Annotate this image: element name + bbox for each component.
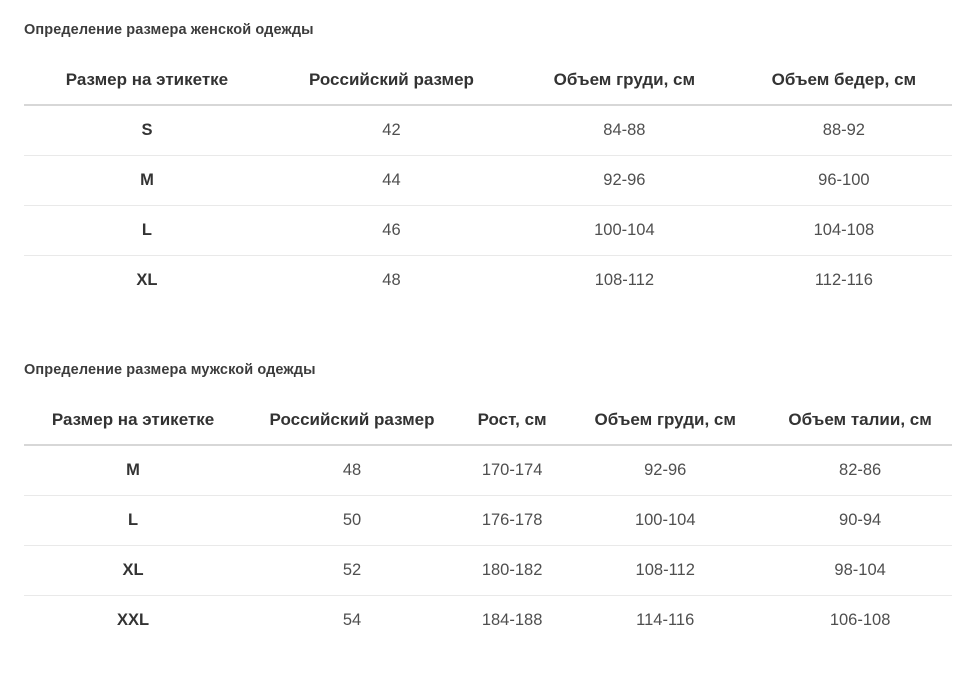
section-men: Определение размера мужской одежды Разме… <box>24 361 952 645</box>
table-row: L 50 176-178 100-104 90-94 <box>24 495 952 546</box>
table-row: L 46 100-104 104-108 <box>24 205 952 256</box>
table-cell: 108-112 <box>562 545 769 596</box>
table-cell: 82-86 <box>768 445 952 496</box>
table-row: XL 52 180-182 108-112 98-104 <box>24 545 952 596</box>
table-cell: 88-92 <box>735 105 952 156</box>
table-header-row: Размер на этикетке Российский размер Рос… <box>24 400 952 446</box>
column-header-russian-size: Российский размер <box>242 400 462 446</box>
table-cell: 46 <box>269 205 514 256</box>
table-row: M 48 170-174 92-96 82-86 <box>24 445 952 496</box>
table-cell: 180-182 <box>462 545 563 596</box>
table-cell: 170-174 <box>462 445 563 496</box>
table-cell: 112-116 <box>814 271 873 289</box>
table-row: S 42 84-88 88-92 <box>24 105 952 156</box>
column-header-waist: Объем талии, см <box>768 400 952 446</box>
table-cell: 92-96 <box>513 155 736 206</box>
size-table-men: Размер на этикетке Российский размер Рос… <box>24 400 952 645</box>
table-cell: 104-108 <box>735 205 952 256</box>
section-women: Определение размера женской одежды Разме… <box>24 21 952 305</box>
table-cell: 42 <box>269 105 514 156</box>
size-label-cell: L <box>24 495 243 546</box>
table-cell: 106-108 <box>829 611 891 629</box>
table-cell: 100-104 <box>562 495 769 546</box>
table-cell: 90-94 <box>768 495 952 546</box>
table-cell: 108-112 <box>594 271 655 289</box>
table-cell: 84-88 <box>513 105 736 156</box>
column-header-chest: Объем груди, см <box>562 400 769 446</box>
table-cell: 114-116 <box>636 611 695 629</box>
size-label-cell: M <box>24 445 243 496</box>
table-cell: 96-100 <box>735 155 952 206</box>
table-header-row: Размер на этикетке Российский размер Объ… <box>24 60 952 106</box>
column-header-height: Рост, см <box>462 400 563 446</box>
table-row: M 44 92-96 96-100 <box>24 155 952 206</box>
column-header-label-size: Размер на этикетке <box>24 60 270 106</box>
size-label-cell: XL <box>136 271 158 289</box>
table-cell: 52 <box>242 545 462 596</box>
size-label-cell: L <box>24 205 270 256</box>
table-cell: 92-96 <box>562 445 769 496</box>
table-cell: 48 <box>242 445 462 496</box>
section-title-women: Определение размера женской одежды <box>24 22 314 38</box>
column-header-label-size: Размер на этикетке <box>24 400 243 446</box>
table-cell: 184-188 <box>481 611 543 629</box>
table-cell: 54 <box>342 611 362 629</box>
table-cell: 98-104 <box>768 545 952 596</box>
table-cell: 48 <box>382 271 401 289</box>
size-label-cell: S <box>24 105 270 156</box>
size-table-women: Размер на этикетке Российский размер Объ… <box>24 60 952 305</box>
column-header-hips: Объем бедер, см <box>735 60 952 106</box>
table-cell: 50 <box>242 495 462 546</box>
size-label-cell: M <box>24 155 270 206</box>
table-cell: 100-104 <box>513 205 736 256</box>
size-label-cell: XXL <box>116 611 150 629</box>
column-header-russian-size: Российский размер <box>269 60 514 106</box>
column-header-chest: Объем груди, см <box>513 60 736 106</box>
table-row: XL 48 108-112 112-116 <box>24 256 952 306</box>
table-cell: 44 <box>269 155 514 206</box>
table-row: XXL 54 184-188 114-116 106-108 <box>24 596 952 646</box>
size-label-cell: XL <box>24 545 243 596</box>
table-cell: 176-178 <box>462 495 563 546</box>
section-title-men: Определение размера мужской одежды <box>24 362 316 378</box>
